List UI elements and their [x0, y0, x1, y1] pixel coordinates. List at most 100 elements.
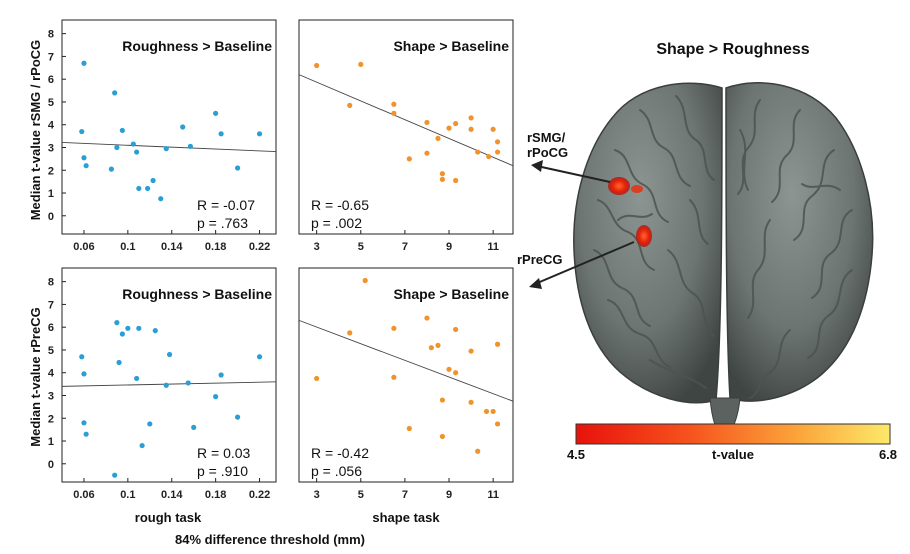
data-point [256, 131, 263, 137]
data-point [134, 149, 140, 155]
shared-x-axis-label: 84% difference threshold (mm) [175, 532, 365, 547]
data-point [406, 156, 412, 162]
x-tick-label: 0.1 [120, 489, 135, 501]
data-point [150, 177, 156, 184]
p-value: p = .002 [311, 215, 362, 231]
x-tick-label: 0.22 [249, 241, 270, 253]
data-point [439, 433, 446, 440]
regression-line [298, 319, 514, 402]
data-point [490, 408, 496, 415]
y-tick-label: 5 [48, 97, 54, 109]
colorbar-title: t-value [712, 447, 754, 462]
data-point [147, 421, 153, 427]
data-point [158, 196, 164, 202]
data-point [347, 330, 353, 336]
x-tick-label: 0.22 [249, 489, 270, 501]
data-point [483, 408, 490, 415]
label-rpocg: rPoCG [527, 145, 568, 160]
scatter-panel-rsmg-roughness: 0 1 2 3 4 5 6 7 8 0.06 0.1 0.14 0.18 0.22 Roughness > … [48, 19, 277, 253]
data-point [486, 153, 492, 160]
data-point [453, 177, 459, 184]
r-value: R = -0.42 [311, 445, 369, 461]
y-tick-label: 0 [48, 211, 54, 223]
scatter-panel-rsmg-shape: 3 5 7 9 11 Shape > Baseline R = -0.65 p = .002 [298, 19, 514, 253]
data-point [134, 375, 140, 382]
y-tick-label: 2 [48, 165, 54, 177]
data-point [130, 141, 136, 147]
data-point [439, 176, 446, 182]
panel-title: Roughness > Baseline [122, 286, 272, 302]
x-tick-label: 0.18 [205, 489, 226, 501]
data-point [424, 119, 430, 126]
arrow-rprecg [534, 241, 635, 285]
panel-title: Shape > Baseline [393, 38, 509, 54]
data-point [79, 128, 85, 135]
y-tick-label: 8 [48, 29, 54, 41]
data-point [79, 354, 85, 360]
data-point [391, 325, 397, 331]
data-point [494, 139, 501, 145]
data-point [145, 185, 151, 192]
data-point [187, 143, 193, 149]
y-tick-label: 2 [48, 413, 54, 425]
colorbar-min-label: 4.5 [567, 447, 585, 462]
data-point [114, 144, 120, 151]
r-value: R = 0.03 [197, 445, 251, 461]
y-tick-label: 6 [48, 322, 54, 334]
plot-frame [298, 267, 514, 483]
data-point [494, 421, 501, 427]
label-rprecg: rPreCG [517, 252, 563, 267]
y-tick-label: 3 [48, 390, 54, 402]
r-value: R = -0.07 [197, 197, 255, 213]
data-point [119, 127, 125, 134]
data-point [424, 315, 430, 321]
y-tick-label: 8 [48, 277, 54, 289]
data-point [152, 328, 158, 334]
data-point [424, 150, 430, 156]
data-point [213, 394, 219, 400]
data-point [136, 185, 142, 192]
data-point [83, 431, 89, 437]
x-axis-label-rough: rough task [135, 510, 202, 525]
data-point [116, 359, 122, 366]
p-value: p = .763 [197, 215, 248, 231]
y-tick-label: 1 [48, 436, 54, 448]
label-rsmg: rSMG/ [527, 130, 566, 145]
regression-line [61, 381, 277, 387]
p-value: p = .056 [311, 463, 362, 479]
p-value: p = .910 [197, 463, 248, 479]
data-point [314, 375, 320, 382]
data-point [494, 341, 501, 347]
x-tick-label: 7 [402, 241, 408, 253]
y-tick-label: 0 [48, 459, 54, 471]
x-tick-label: 0.06 [73, 241, 94, 253]
y-tick-label: 5 [48, 345, 54, 357]
data-point [435, 342, 441, 349]
scatter-panel-rprecg-roughness: 0 1 2 3 4 5 6 7 8 0.06 0.1 0.14 0.18 0.22 Roughness > … [48, 267, 277, 501]
brain-title: Shape > Roughness [656, 41, 809, 58]
x-tick-label: 11 [487, 241, 499, 253]
data-point [314, 62, 320, 69]
data-point [358, 61, 364, 67]
data-point [446, 125, 452, 131]
data-point [468, 348, 474, 354]
data-point [114, 320, 120, 326]
panel-title: Roughness > Baseline [122, 38, 272, 54]
data-point [81, 420, 87, 426]
y-tick-label: 7 [48, 299, 54, 311]
x-tick-label: 9 [446, 489, 452, 501]
data-point [391, 110, 397, 116]
data-point [112, 472, 118, 478]
data-point [185, 380, 191, 386]
colorbar [575, 423, 891, 445]
x-tick-label: 5 [358, 241, 364, 253]
regression-line [61, 142, 277, 153]
data-point [453, 370, 459, 376]
x-tick-label: 0.14 [161, 489, 183, 501]
data-point [490, 126, 496, 132]
data-point [453, 326, 459, 333]
x-tick-label: 0.14 [161, 241, 183, 253]
data-point [234, 414, 241, 420]
plot-frame [298, 19, 514, 235]
